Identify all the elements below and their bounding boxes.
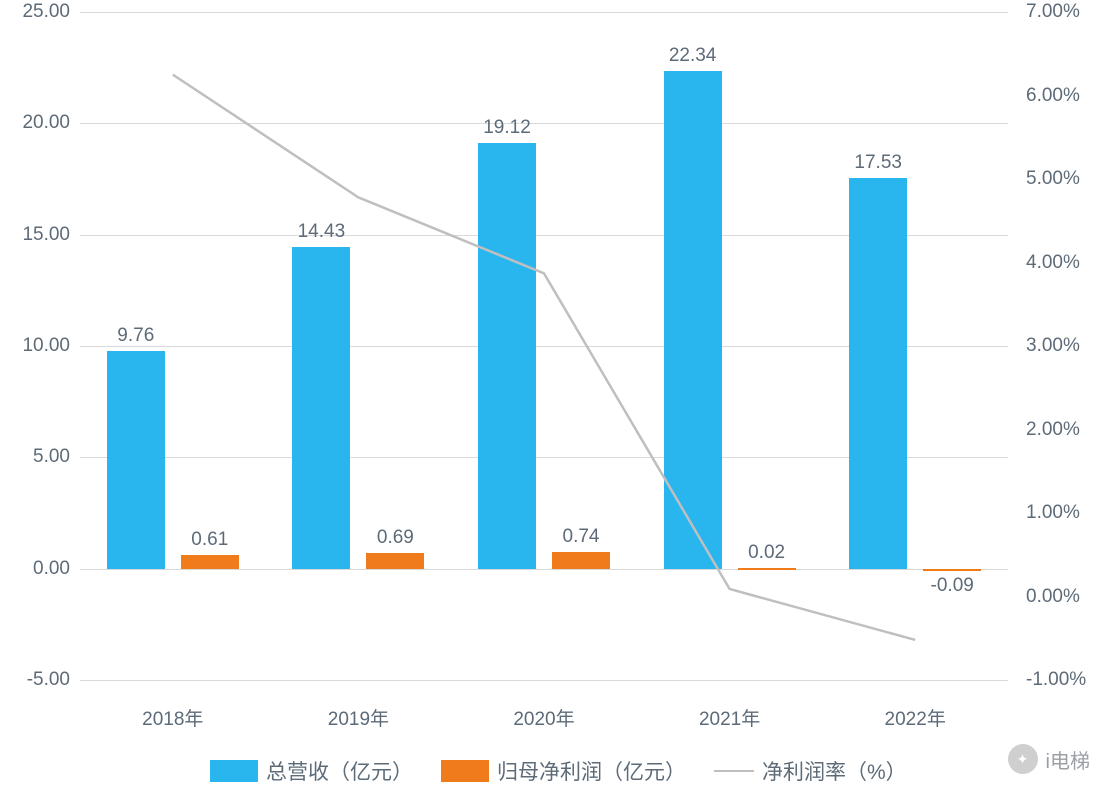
legend-swatch bbox=[210, 760, 258, 782]
legend-item: 净利润率（%） bbox=[714, 756, 907, 786]
combo-chart: 9.760.6114.430.6919.120.7422.340.0217.53… bbox=[0, 0, 1108, 794]
line-margin bbox=[80, 12, 1008, 680]
watermark-text: i电梯 bbox=[1046, 745, 1090, 774]
legend-item: 总营收（亿元） bbox=[210, 756, 413, 786]
y1-axis-label: 10.00 bbox=[0, 335, 70, 357]
legend-line-icon bbox=[714, 770, 754, 772]
y2-axis-label: 5.00% bbox=[1026, 168, 1108, 190]
y1-axis-label: 15.00 bbox=[0, 224, 70, 246]
y1-axis-label: 0.00 bbox=[0, 558, 70, 580]
legend-label: 总营收（亿元） bbox=[266, 756, 413, 786]
watermark: ✦ i电梯 bbox=[1008, 744, 1090, 774]
legend-item: 归母净利润（亿元） bbox=[441, 756, 686, 786]
y2-axis-label: 0.00% bbox=[1026, 586, 1108, 608]
x-axis-label: 2020年 bbox=[484, 704, 604, 731]
y2-axis-label: 2.00% bbox=[1026, 419, 1108, 441]
y1-axis-label: -5.00 bbox=[0, 669, 70, 691]
legend-swatch bbox=[441, 760, 489, 782]
y2-axis-label: 6.00% bbox=[1026, 85, 1108, 107]
plot-area: 9.760.6114.430.6919.120.7422.340.0217.53… bbox=[80, 12, 1008, 680]
y1-axis-label: 25.00 bbox=[0, 1, 70, 23]
y1-axis-label: 5.00 bbox=[0, 446, 70, 468]
y2-axis-label: 1.00% bbox=[1026, 502, 1108, 524]
y1-axis-label: 20.00 bbox=[0, 112, 70, 134]
x-axis-label: 2022年 bbox=[855, 704, 975, 731]
y2-axis-label: 7.00% bbox=[1026, 1, 1108, 23]
legend: 总营收（亿元） 归母净利润（亿元） 净利润率（%） bbox=[210, 756, 907, 786]
watermark-icon: ✦ bbox=[1008, 744, 1038, 774]
y2-axis-label: 4.00% bbox=[1026, 252, 1108, 274]
x-axis-label: 2021年 bbox=[670, 704, 790, 731]
x-axis-label: 2019年 bbox=[298, 704, 418, 731]
legend-label: 归母净利润（亿元） bbox=[497, 756, 686, 786]
gridline bbox=[80, 680, 1008, 681]
y2-axis-label: 3.00% bbox=[1026, 335, 1108, 357]
legend-label: 净利润率（%） bbox=[762, 756, 907, 786]
x-axis-label: 2018年 bbox=[113, 704, 233, 731]
y2-axis-label: -1.00% bbox=[1026, 669, 1108, 691]
